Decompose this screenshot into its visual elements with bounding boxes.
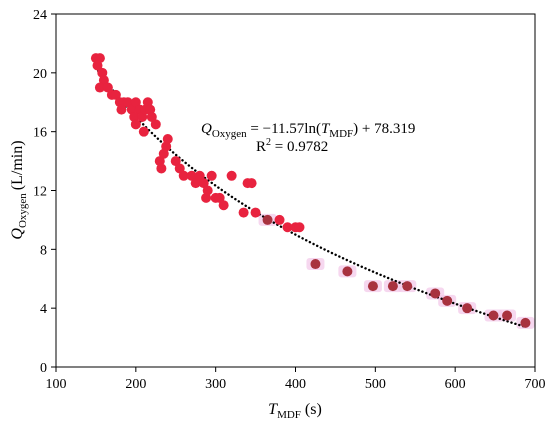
x-tick-label: 500 [365,377,386,392]
data-point-series-1 [162,134,173,145]
data-point-series-1 [130,97,141,108]
data-point-series-1 [178,170,189,181]
y-axis-title: QOxygen(L/min) [9,140,29,239]
data-point-series-1 [98,75,109,86]
data-point-series-1 [198,178,209,189]
data-point-series-1 [226,170,237,181]
equation-text: QOxygen = −11.57ln(TMDF) + 78.319 [201,121,415,140]
data-point-series-2 [262,214,273,225]
data-point-series-2 [462,303,473,314]
data-point-series-2 [520,317,531,328]
data-point-series-1 [102,82,113,93]
data-point-series-2 [442,295,453,306]
y-tick-label: 12 [33,185,47,200]
ticks: 100 200 300 400 500 600 700 0 4 8 12 16 20 24 [33,8,546,392]
data-point-series-1 [206,170,217,181]
x-tick-label: 300 [205,377,226,392]
data-point-series-1 [250,207,261,218]
data-point-series-2 [402,281,413,292]
y-tick-label: 24 [33,8,47,23]
y-tick-label: 8 [40,243,47,258]
data-point-series-1 [110,89,121,100]
data-point-series-2 [342,266,353,277]
data-point-series-1 [294,222,305,233]
y-tick-label: 16 [33,126,47,141]
data-point-series-1 [138,126,149,137]
data-point-series-1 [156,163,167,174]
data-point-series-1 [214,192,225,203]
x-tick-label: 400 [285,377,306,392]
trend-line [94,66,529,329]
data-point-series-1 [122,97,133,108]
data-point-series-1 [274,214,285,225]
data-point-series-1 [92,60,103,71]
data-point-series-1 [194,170,205,181]
data-point-series-1 [282,222,293,233]
data-point-series-1 [202,185,213,196]
data-points [90,53,531,328]
data-point-series-1 [146,111,157,122]
x-tick-label: 200 [125,377,146,392]
data-point-series-2 [387,281,398,292]
x-tick-label: 600 [445,377,466,392]
data-point-series-1 [116,104,127,115]
data-point-series-2 [367,281,378,292]
data-point-series-1 [174,163,185,174]
data-point-series-1 [94,82,105,93]
x-tick-label: 700 [525,377,546,392]
data-point-series-1 [218,200,229,211]
data-point-series-2 [430,288,441,299]
data-point-series-1 [190,178,201,189]
data-point-series-2 [488,310,499,321]
y-tick-label: 4 [40,302,47,317]
data-point-series-1 [186,170,197,181]
data-point-series-1 [238,207,249,218]
data-point-series-1 [170,156,181,167]
y-tick-label: 20 [33,67,47,82]
data-point-series-1 [150,119,161,130]
x-tick-label: 100 [46,377,67,392]
data-point-series-1 [130,119,141,130]
data-point-series-2 [502,310,513,321]
y-tick-label: 0 [40,361,47,376]
x-axis-title: TMDF (s) [268,401,322,421]
data-point-series-2 [310,259,321,270]
r-squared-text: R2 = 0.9782 [256,137,328,155]
data-point-series-1 [246,178,257,189]
